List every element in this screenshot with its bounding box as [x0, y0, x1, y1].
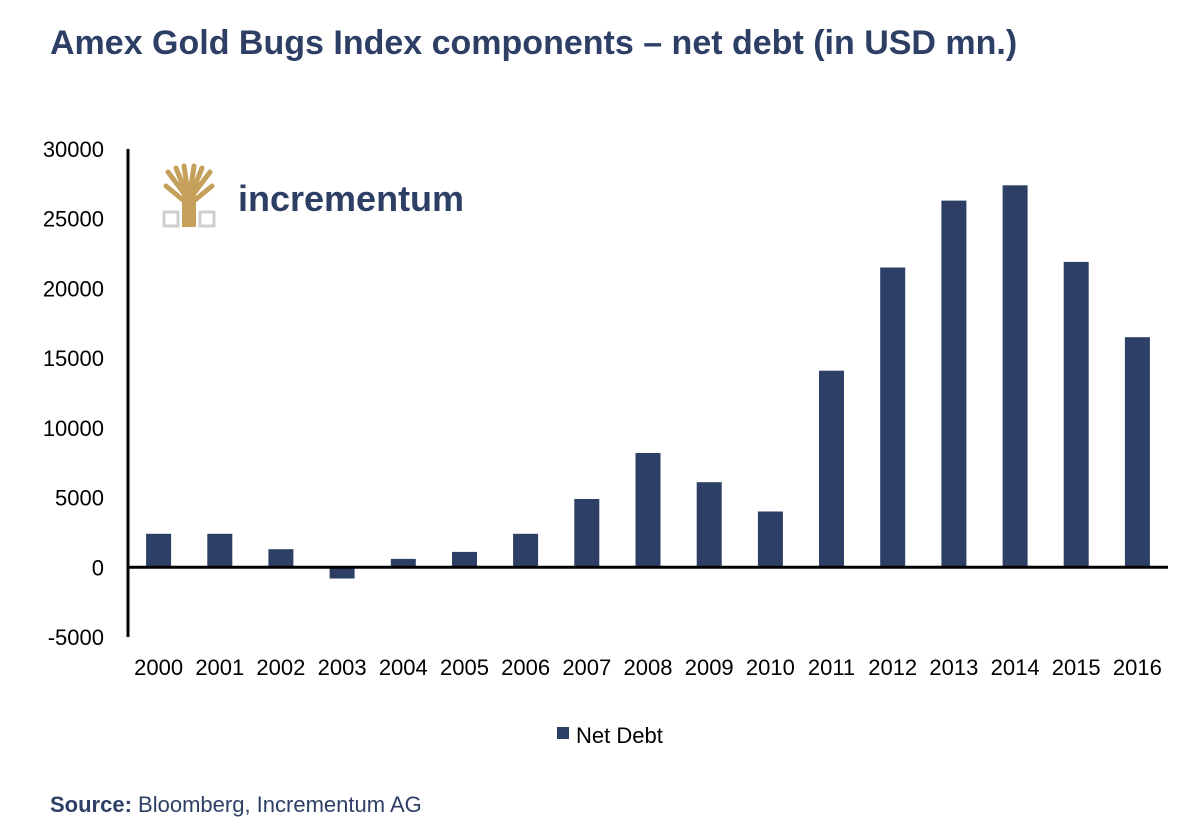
- y-tick-label: 5000: [55, 486, 104, 511]
- y-tick-label: -5000: [48, 625, 104, 650]
- incrementum-logo: incrementum: [162, 163, 464, 228]
- x-tick-label: 2003: [318, 655, 367, 680]
- source-text: Bloomberg, Incrementum AG: [138, 792, 422, 817]
- bar-2015: [1063, 261, 1089, 568]
- bar-2014: [1002, 185, 1028, 568]
- x-tick-label: 2008: [624, 655, 673, 680]
- net-debt-chart: incrementum 3000025000200001500010000500…: [43, 137, 1168, 748]
- bar-2003: [329, 567, 355, 579]
- y-tick-label: 30000: [43, 137, 104, 162]
- x-tick-label: 2014: [991, 655, 1040, 680]
- y-tick-label: 0: [92, 555, 104, 580]
- bar-2009: [696, 482, 722, 568]
- x-tick-label: 2000: [134, 655, 183, 680]
- x-tick-label: 2013: [929, 655, 978, 680]
- x-tick-label: 2011: [808, 655, 855, 680]
- bar-2002: [268, 549, 294, 568]
- x-tick-label: 2002: [256, 655, 305, 680]
- legend-label: Net Debt: [576, 723, 663, 748]
- bar-2004: [390, 558, 416, 568]
- bar-2012: [880, 267, 906, 568]
- y-tick-label: 25000: [43, 207, 104, 232]
- bar-2008: [635, 453, 661, 568]
- bar-2000: [146, 533, 172, 568]
- x-tick-label: 2001: [195, 655, 244, 680]
- bar-2006: [513, 533, 539, 568]
- tree-icon: [162, 163, 216, 228]
- source-note: Source: Bloomberg, Incrementum AG: [50, 792, 422, 818]
- bar-2016: [1124, 337, 1150, 568]
- y-tick-label: 20000: [43, 276, 104, 301]
- bar-2005: [452, 551, 477, 568]
- x-tick-label: 2015: [1052, 655, 1101, 680]
- bar-2007: [574, 499, 600, 568]
- chart-title: Amex Gold Bugs Index components – net de…: [50, 24, 1018, 62]
- y-tick-label: 15000: [43, 346, 104, 371]
- legend: Net Debt: [557, 723, 663, 748]
- bar-2001: [207, 533, 233, 568]
- y-tick-label: 10000: [43, 416, 104, 441]
- logo-text: incrementum: [238, 178, 464, 219]
- bar-2011: [819, 370, 844, 568]
- x-tick-label: 2004: [379, 655, 428, 680]
- bar-2010: [757, 511, 783, 568]
- x-tick-label: 2005: [440, 655, 489, 680]
- bar-2013: [941, 200, 967, 568]
- x-tick-label: 2010: [746, 655, 795, 680]
- x-tick-label: 2016: [1113, 655, 1162, 680]
- x-tick-label: 2012: [868, 655, 917, 680]
- x-tick-label: 2009: [685, 655, 734, 680]
- x-tick-label: 2007: [562, 655, 611, 680]
- x-tick-label: 2006: [501, 655, 550, 680]
- source-label: Source:: [50, 792, 132, 817]
- legend-swatch: [557, 727, 569, 739]
